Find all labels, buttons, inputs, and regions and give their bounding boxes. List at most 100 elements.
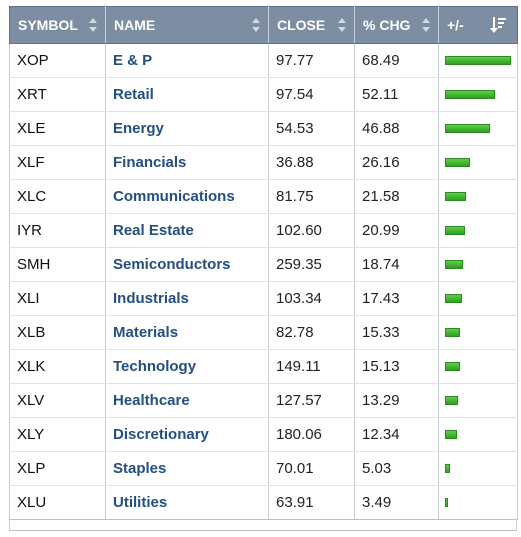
column-header-symbol[interactable]: SYMBOL	[10, 7, 106, 44]
sort-icon[interactable]	[422, 18, 430, 32]
name-link[interactable]: Industrials	[106, 282, 269, 316]
change-bar	[445, 498, 448, 507]
symbol-cell[interactable]: XLB	[10, 316, 106, 350]
symbol-cell[interactable]: XLI	[10, 282, 106, 316]
table-header-row: SYMBOL NAME CLOSE % CHG +/-	[10, 7, 518, 44]
sector-performance-table: SYMBOL NAME CLOSE % CHG +/-	[9, 6, 518, 520]
close-cell: 180.06	[269, 418, 355, 452]
name-link[interactable]: Communications	[106, 180, 269, 214]
table-body: XOP E & P 97.77 68.49 XRT Retail 97.54 52.11 XLE…	[10, 44, 518, 520]
name-link[interactable]: Technology	[106, 350, 269, 384]
name-link[interactable]: Discretionary	[106, 418, 269, 452]
column-header-pct-chg-label: % CHG	[363, 17, 410, 33]
change-bar-cell	[439, 282, 518, 316]
column-header-name[interactable]: NAME	[106, 7, 269, 44]
pct-chg-cell: 12.34	[355, 418, 439, 452]
change-bar-cell	[439, 146, 518, 180]
column-header-close[interactable]: CLOSE	[269, 7, 355, 44]
change-bar	[445, 396, 458, 405]
table-row[interactable]: XLY Discretionary 180.06 12.34	[10, 418, 518, 452]
change-bar	[445, 260, 463, 269]
column-header-close-label: CLOSE	[277, 17, 325, 33]
close-cell: 70.01	[269, 452, 355, 486]
table-row[interactable]: SMH Semiconductors 259.35 18.74	[10, 248, 518, 282]
change-bar	[445, 226, 465, 235]
sort-descending-icon[interactable]	[491, 17, 507, 33]
name-link[interactable]: Healthcare	[106, 384, 269, 418]
symbol-cell[interactable]: SMH	[10, 248, 106, 282]
column-header-plus-minus-label: +/-	[447, 17, 464, 33]
pct-chg-cell: 68.49	[355, 44, 439, 78]
column-header-symbol-label: SYMBOL	[18, 17, 78, 33]
pct-chg-cell: 17.43	[355, 282, 439, 316]
symbol-cell[interactable]: XLY	[10, 418, 106, 452]
table-row[interactable]: XLF Financials 36.88 26.16	[10, 146, 518, 180]
change-bar-cell	[439, 180, 518, 214]
close-cell: 54.53	[269, 112, 355, 146]
symbol-cell[interactable]: IYR	[10, 214, 106, 248]
pct-chg-cell: 26.16	[355, 146, 439, 180]
table-row[interactable]: XLE Energy 54.53 46.88	[10, 112, 518, 146]
table-row[interactable]: IYR Real Estate 102.60 20.99	[10, 214, 518, 248]
symbol-cell[interactable]: XOP	[10, 44, 106, 78]
name-link[interactable]: Materials	[106, 316, 269, 350]
close-cell: 63.91	[269, 486, 355, 520]
change-bar-cell	[439, 486, 518, 520]
pct-chg-cell: 52.11	[355, 78, 439, 112]
sort-icon[interactable]	[252, 18, 260, 32]
table-row[interactable]: XOP E & P 97.77 68.49	[10, 44, 518, 78]
change-bar	[445, 362, 460, 371]
name-link[interactable]: E & P	[106, 44, 269, 78]
symbol-cell[interactable]: XLP	[10, 452, 106, 486]
name-link[interactable]: Utilities	[106, 486, 269, 520]
close-cell: 97.77	[269, 44, 355, 78]
pct-chg-cell: 3.49	[355, 486, 439, 520]
symbol-cell[interactable]: XRT	[10, 78, 106, 112]
symbol-cell[interactable]: XLV	[10, 384, 106, 418]
table-footer	[9, 520, 517, 531]
change-bar	[445, 294, 462, 303]
change-bar	[445, 56, 511, 65]
sort-icon[interactable]	[338, 18, 346, 32]
pct-chg-cell: 15.13	[355, 350, 439, 384]
table-row[interactable]: XLK Technology 149.11 15.13	[10, 350, 518, 384]
table-row[interactable]: XRT Retail 97.54 52.11	[10, 78, 518, 112]
sort-icon[interactable]	[89, 18, 97, 32]
name-link[interactable]: Staples	[106, 452, 269, 486]
change-bar-cell	[439, 78, 518, 112]
table-row[interactable]: XLC Communications 81.75 21.58	[10, 180, 518, 214]
sector-performance-table-container: SYMBOL NAME CLOSE % CHG +/-	[9, 6, 517, 531]
symbol-cell[interactable]: XLK	[10, 350, 106, 384]
change-bar	[445, 328, 460, 337]
table-row[interactable]: XLB Materials 82.78 15.33	[10, 316, 518, 350]
table-row[interactable]: XLI Industrials 103.34 17.43	[10, 282, 518, 316]
change-bar-cell	[439, 452, 518, 486]
close-cell: 149.11	[269, 350, 355, 384]
change-bar	[445, 90, 495, 99]
symbol-cell[interactable]: XLC	[10, 180, 106, 214]
table-row[interactable]: XLV Healthcare 127.57 13.29	[10, 384, 518, 418]
change-bar	[445, 464, 450, 473]
name-link[interactable]: Real Estate	[106, 214, 269, 248]
table-row[interactable]: XLU Utilities 63.91 3.49	[10, 486, 518, 520]
table-row[interactable]: XLP Staples 70.01 5.03	[10, 452, 518, 486]
name-link[interactable]: Retail	[106, 78, 269, 112]
name-link[interactable]: Semiconductors	[106, 248, 269, 282]
column-header-plus-minus[interactable]: +/-	[439, 7, 518, 44]
change-bar-cell	[439, 418, 518, 452]
column-header-pct-chg[interactable]: % CHG	[355, 7, 439, 44]
change-bar	[445, 430, 457, 439]
symbol-cell[interactable]: XLE	[10, 112, 106, 146]
symbol-cell[interactable]: XLF	[10, 146, 106, 180]
close-cell: 81.75	[269, 180, 355, 214]
close-cell: 102.60	[269, 214, 355, 248]
symbol-cell[interactable]: XLU	[10, 486, 106, 520]
name-link[interactable]: Financials	[106, 146, 269, 180]
change-bar-cell	[439, 214, 518, 248]
column-header-name-label: NAME	[114, 17, 155, 33]
change-bar	[445, 158, 470, 167]
pct-chg-cell: 21.58	[355, 180, 439, 214]
name-link[interactable]: Energy	[106, 112, 269, 146]
change-bar-cell	[439, 316, 518, 350]
close-cell: 103.34	[269, 282, 355, 316]
